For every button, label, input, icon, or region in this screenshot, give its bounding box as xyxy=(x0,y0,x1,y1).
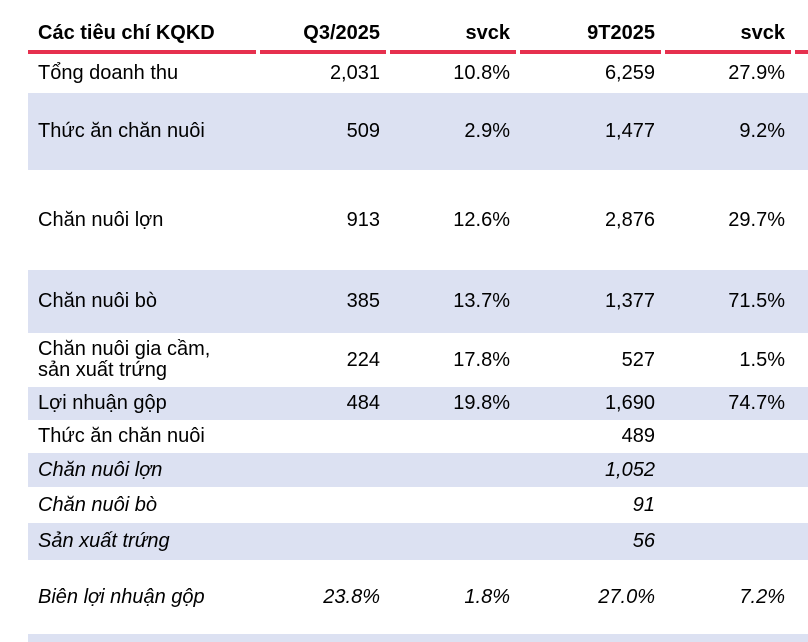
header-criteria: Các tiêu chí KQKD xyxy=(38,22,215,44)
header-svck-q3: svck xyxy=(465,22,511,44)
cell-q3: 224 xyxy=(346,348,380,371)
cell-9t: 1,690 xyxy=(604,392,655,414)
table-row: Tổng doanh thu 2,031 10.8% 6,259 27.9% xyxy=(28,54,808,93)
cell-q3: 2,031 xyxy=(329,62,380,84)
cell-q3: 385 xyxy=(346,290,380,312)
table-row: Lợi nhuận gộp 484 19.8% 1,690 74.7% xyxy=(28,387,808,420)
table-row-empty xyxy=(28,634,808,642)
cell-9t: 1,477 xyxy=(604,120,655,142)
cell-9t: 91 xyxy=(632,493,655,516)
cell-svck-9t: 9.2% xyxy=(739,120,785,142)
cell-svck-9t: 27.9% xyxy=(728,62,785,84)
cell-svck-9t: 7.2% xyxy=(739,585,785,608)
cell-svck-q3: 2.9% xyxy=(464,120,510,142)
table-row: Thức ăn chăn nuôi 509 2.9% 1,477 9.2% xyxy=(28,93,808,170)
row-label: Thức ăn chăn nuôi xyxy=(38,425,205,447)
cell-9t: 489 xyxy=(621,425,655,447)
table-row: Biên lợi nhuận gộp 23.8% 1.8% 27.0% 7.2% xyxy=(28,560,808,634)
table-row: Chăn nuôi bò 385 13.7% 1,377 71.5% xyxy=(28,270,808,333)
cell-9t: 2,876 xyxy=(604,208,655,231)
table-row: Thức ăn chăn nuôi 489 xyxy=(28,420,808,453)
row-label: Chăn nuôi lợn xyxy=(38,458,163,481)
row-label: Thức ăn chăn nuôi xyxy=(38,120,205,142)
cell-9t: 27.0% xyxy=(598,585,655,608)
row-label: Chăn nuôi gia cầm, sản xuất trứng xyxy=(38,338,211,381)
cell-9t: 527 xyxy=(621,348,655,371)
header-9t-2025: 9T2025 xyxy=(587,22,655,44)
cell-svck-q3: 19.8% xyxy=(453,392,510,414)
header-q3-2025: Q3/2025 xyxy=(303,22,380,44)
table-row: Chăn nuôi lợn 1,052 xyxy=(28,453,808,487)
row-label: Sản xuất trứng xyxy=(38,530,170,552)
table-row: Chăn nuôi gia cầm, sản xuất trứng 224 17… xyxy=(28,333,808,387)
row-label: Chăn nuôi bò xyxy=(38,290,157,312)
cell-q3: 913 xyxy=(346,208,380,231)
cell-9t: 6,259 xyxy=(604,62,655,84)
cell-svck-q3: 1.8% xyxy=(464,585,510,608)
cell-9t: 1,052 xyxy=(604,458,655,481)
table-row: Chăn nuôi lợn 913 12.6% 2,876 29.7% xyxy=(28,170,808,270)
table-row: Chăn nuôi bò 91 xyxy=(28,487,808,523)
cell-svck-9t: 74.7% xyxy=(728,392,785,414)
cell-q3: 484 xyxy=(346,392,380,414)
cell-9t: 56 xyxy=(632,530,655,552)
row-label: Biên lợi nhuận gộp xyxy=(38,585,205,608)
table-header-row: Các tiêu chí KQKD Q3/2025 svck 9T2025 sv… xyxy=(28,0,808,50)
cell-svck-q3: 12.6% xyxy=(453,208,510,231)
cell-q3: 23.8% xyxy=(323,585,380,608)
cell-svck-q3: 17.8% xyxy=(453,348,510,371)
cell-svck-q3: 10.8% xyxy=(453,62,510,84)
cell-q3: 509 xyxy=(346,120,380,142)
row-label: Chăn nuôi lợn xyxy=(38,208,164,231)
header-underline xyxy=(28,50,808,54)
cell-svck-q3: 13.7% xyxy=(453,290,510,312)
table-row: Sản xuất trứng 56 xyxy=(28,523,808,560)
cell-svck-9t: 1.5% xyxy=(739,348,785,371)
cell-svck-9t: 29.7% xyxy=(728,208,785,231)
row-label: Tổng doanh thu xyxy=(38,62,179,84)
header-svck-9t: svck xyxy=(740,22,786,44)
row-label: Chăn nuôi bò xyxy=(38,493,157,516)
cell-9t: 1,377 xyxy=(604,290,655,312)
kqkd-table: Các tiêu chí KQKD Q3/2025 svck 9T2025 sv… xyxy=(28,0,808,642)
cell-svck-9t: 71.5% xyxy=(728,290,785,312)
row-label: Lợi nhuận gộp xyxy=(38,392,167,414)
